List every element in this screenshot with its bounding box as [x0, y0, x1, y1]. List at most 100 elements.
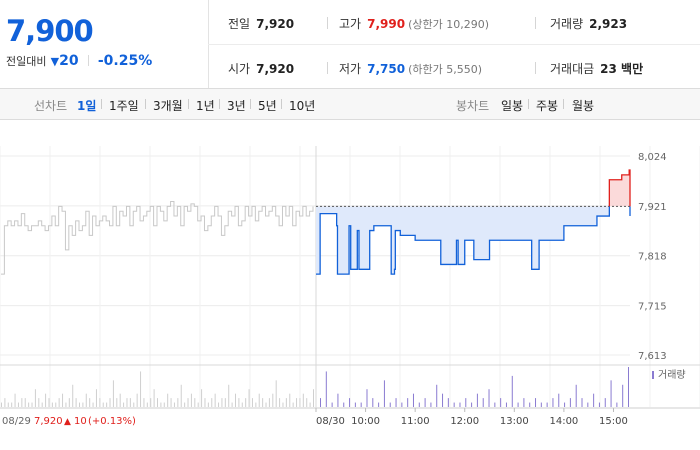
- volume-bar: [289, 393, 291, 407]
- volume-bar: [401, 402, 403, 407]
- volume-bar: [372, 398, 374, 407]
- prev-day-date: 08/29: [2, 416, 31, 427]
- volume-bar: [598, 402, 600, 407]
- volume-bar: [569, 398, 571, 407]
- volume-bar: [366, 389, 368, 407]
- volume-bar: [459, 402, 461, 407]
- volume-bar: [177, 398, 179, 407]
- stat-high: 고가 7,990 (상한가 10,290): [339, 15, 489, 32]
- volume-bar: [442, 393, 444, 407]
- tab-1year[interactable]: 1년: [196, 99, 215, 113]
- volume-bar: [51, 402, 53, 407]
- volume-bar: [292, 402, 294, 407]
- stat-label: 시가: [228, 62, 251, 76]
- tab-3year[interactable]: 3년: [227, 99, 246, 113]
- volume-bar: [299, 398, 301, 407]
- volume-bar: [505, 402, 507, 407]
- volume-bar: [194, 398, 196, 407]
- y-tick-label: 7,715: [638, 302, 667, 313]
- volume-bar: [436, 384, 438, 407]
- change-rate: -0.25%: [97, 53, 153, 69]
- divider: [535, 17, 536, 29]
- volume-bar: [7, 402, 9, 407]
- volume-bar: [68, 398, 70, 407]
- volume-bar: [511, 375, 513, 407]
- volume-bar: [540, 402, 542, 407]
- tab-10year[interactable]: 10년: [289, 99, 316, 113]
- volume-bar: [412, 393, 414, 407]
- divider: [219, 99, 220, 109]
- volume-bar: [1, 402, 2, 407]
- volume-bar: [581, 398, 583, 407]
- divider: [327, 62, 328, 74]
- volume-bar: [123, 402, 125, 407]
- divider: [327, 17, 328, 29]
- stat-prev-close: 전일 7,920: [228, 15, 294, 32]
- volume-bar: [604, 398, 606, 407]
- volume-bar: [482, 398, 484, 407]
- tab-3month[interactable]: 3개월: [153, 99, 183, 113]
- divider: [250, 99, 251, 109]
- volume-bar: [221, 398, 223, 407]
- stat-label: 거래량: [550, 17, 584, 31]
- stat-value: 23 백만: [600, 62, 644, 76]
- tab-1week[interactable]: 1주일: [109, 99, 139, 113]
- today-line-down: [316, 206, 631, 275]
- volume-bar: [383, 380, 385, 407]
- volume-bar: [129, 398, 131, 407]
- volume-bar: [494, 402, 496, 407]
- volume-bar: [424, 398, 426, 407]
- stat-value: 7,750: [367, 62, 406, 76]
- volume-bar: [238, 398, 240, 407]
- volume-bar: [28, 402, 30, 407]
- volume-bar: [157, 398, 158, 407]
- stat-sub: (하한가 5,550): [408, 63, 482, 76]
- tab-daily-candle[interactable]: 일봉: [501, 99, 524, 113]
- stat-label: 고가: [339, 17, 362, 31]
- volume-bar: [610, 380, 612, 407]
- prev-day-price: 7,920: [34, 416, 63, 427]
- change-label: 전일대비: [6, 55, 47, 68]
- volume-bar: [41, 402, 43, 407]
- divider: [87, 55, 89, 66]
- volume-bar: [453, 402, 455, 407]
- volume-bar: [72, 384, 74, 407]
- x-tick-label: 13:00: [500, 416, 529, 427]
- volume-bar: [95, 389, 97, 407]
- volume-bar: [546, 402, 548, 407]
- volume-bar: [395, 398, 397, 407]
- volume-bar: [211, 398, 213, 407]
- volume-bar: [535, 398, 537, 407]
- volume-bar: [389, 402, 391, 407]
- tab-weekly-candle[interactable]: 주봉: [536, 99, 559, 113]
- volume-bar: [82, 402, 84, 407]
- y-tick-label: 8,024: [638, 152, 667, 163]
- volume-bar: [109, 398, 111, 407]
- stat-trade-amount: 거래대금 23 백만: [550, 60, 643, 77]
- volume-bar: [4, 398, 6, 407]
- volume-bar: [628, 367, 629, 407]
- volume-bar: [140, 371, 142, 407]
- tab-1day[interactable]: 1일: [77, 99, 97, 113]
- volume-bar: [146, 402, 148, 407]
- volume-bar: [65, 402, 67, 407]
- volume-bar: [241, 402, 243, 407]
- volume-bar: [488, 389, 490, 407]
- stat-label: 전일: [228, 17, 251, 31]
- divider: [145, 99, 146, 109]
- volume-bar: [313, 389, 314, 407]
- divider: [563, 99, 564, 109]
- stat-value: 7,920: [256, 62, 295, 76]
- tab-5year[interactable]: 5년: [258, 99, 277, 113]
- volume-bar: [92, 402, 94, 407]
- volume-bar: [302, 393, 304, 407]
- y-tick-label: 7,613: [638, 351, 667, 362]
- volume-bar: [163, 402, 165, 407]
- volume-bar: [184, 402, 186, 407]
- tab-monthly-candle[interactable]: 월봉: [572, 99, 595, 113]
- volume-bar: [214, 393, 216, 407]
- volume-bar: [14, 393, 16, 407]
- volume-bar: [31, 402, 33, 407]
- volume-bar: [272, 393, 274, 407]
- volume-bar: [58, 398, 60, 407]
